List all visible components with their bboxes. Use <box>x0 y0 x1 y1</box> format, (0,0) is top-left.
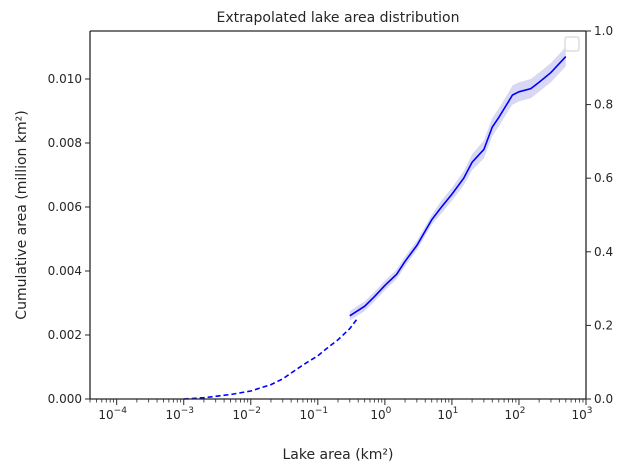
y2-tick-label: 0.2 <box>594 318 613 332</box>
y-axis-label: Cumulative area (million km²) <box>14 110 30 319</box>
y-tick-label: 0.004 <box>48 264 82 278</box>
x-tick-label: 10−4 <box>98 406 127 422</box>
x-tick-label: 103 <box>571 406 592 422</box>
x-tick-label: 102 <box>504 406 525 422</box>
y-tick-label: 0.006 <box>48 200 82 214</box>
y2-tick-label: 1.0 <box>594 24 613 38</box>
x-tick-label: 10−2 <box>232 406 261 422</box>
series-line-dashed <box>183 316 359 400</box>
x-tick-label: 101 <box>437 406 458 422</box>
y2-tick-label: 0.6 <box>594 171 613 185</box>
chart-title: Extrapolated lake area distribution <box>217 10 460 26</box>
y-tick-label: 0.002 <box>48 328 82 342</box>
y-tick-label: 0.008 <box>48 136 82 150</box>
y-tick-label: 0.010 <box>48 72 82 86</box>
legend-box <box>564 36 580 52</box>
series-line-solid <box>349 56 567 317</box>
x-axis-label: Lake area (km²) <box>282 447 393 463</box>
y-tick-label: 0.000 <box>48 392 82 406</box>
confidence-band <box>349 47 566 321</box>
y2-tick-label: 0.8 <box>594 98 613 112</box>
x-tick-label: 10−3 <box>165 406 194 422</box>
confidence-band-layer <box>349 47 566 321</box>
x-tick-label: 10−1 <box>300 406 329 422</box>
axes-layer <box>89 30 587 400</box>
y2-tick-label: 0.0 <box>594 392 613 406</box>
series-layer <box>183 56 567 400</box>
ticks-layer: 0.000 0.002 0.004 0.006 0.008 0.010 0.0 0.2 0.4 0… <box>48 24 613 422</box>
y2-tick-label: 0.4 <box>594 245 613 259</box>
x-tick-label: 100 <box>370 406 391 422</box>
